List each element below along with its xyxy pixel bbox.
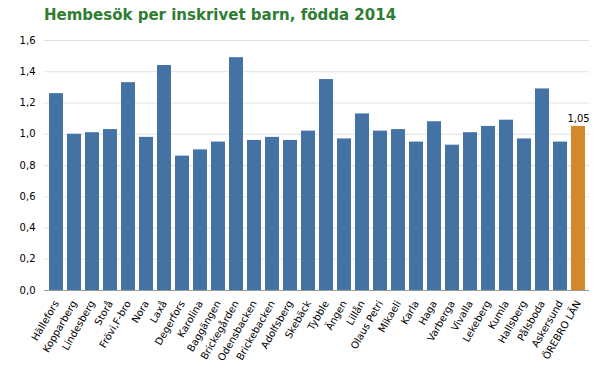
svg-text:Haga: Haga <box>416 298 439 327</box>
svg-text:Degerfors: Degerfors <box>152 298 187 347</box>
svg-text:Pålsboda: Pålsboda <box>515 298 547 343</box>
html-text:Hembesök per inskrivet barn, f: Hembesök per inskrivet barn, födda 2014 <box>44 6 397 24</box>
svg-text:Odensbacken: Odensbacken <box>215 298 259 363</box>
svg-text:Baggängen: Baggängen <box>185 298 223 354</box>
svg-text:Frövi,F-bro: Frövi,F-bro <box>97 299 133 350</box>
svg-text:Kopparberg: Kopparberg <box>40 298 79 355</box>
svg-text:Mikaeli: Mikaeli <box>376 299 403 335</box>
svg-text:ÖREBRO LÄN: ÖREBRO LÄN <box>540 298 583 361</box>
svg-text:1,4: 1,4 <box>20 66 36 77</box>
svg-text:Nora: Nora <box>130 299 151 325</box>
svg-text:1,05: 1,05 <box>567 113 589 124</box>
svg-text:1,0: 1,0 <box>20 128 36 139</box>
svg-text:0,4: 0,4 <box>20 222 36 233</box>
svg-text:Varberga: Varberga <box>424 298 457 344</box>
svg-text:Laxå: Laxå <box>147 298 169 325</box>
svg-text:1,2: 1,2 <box>20 97 36 108</box>
svg-text:Vivalla: Vivalla <box>448 298 475 333</box>
svg-text:Brickegården: Brickegården <box>198 298 241 362</box>
svg-text:Lekeberg: Lekeberg <box>460 298 493 344</box>
svg-text:Kumla: Kumla <box>486 298 511 331</box>
svg-text:Adolfsberg: Adolfsberg <box>258 298 295 351</box>
svg-text:Hällefors: Hällefors <box>29 298 61 343</box>
svg-text:0,2: 0,2 <box>20 253 36 264</box>
svg-text:Ängen: Ängen <box>323 298 349 332</box>
svg-text:0,0: 0,0 <box>20 285 36 296</box>
svg-text:Storå: Storå <box>92 298 115 328</box>
svg-text:Skebäck: Skebäck <box>282 298 313 341</box>
svg-text:Hallsberg: Hallsberg <box>495 298 529 345</box>
svg-text:0,6: 0,6 <box>20 191 36 202</box>
svg-text:Karolina: Karolina <box>175 298 205 340</box>
svg-text:Tybble: Tybble <box>305 298 331 332</box>
svg-text:Lillån: Lillån <box>344 298 367 327</box>
svg-text:0,8: 0,8 <box>20 160 36 171</box>
svg-text:Lindesberg: Lindesberg <box>60 299 97 352</box>
svg-text:Brickebacken: Brickebacken <box>234 298 277 362</box>
svg-text:1,6: 1,6 <box>20 35 36 46</box>
svg-text:Askersund: Askersund <box>529 298 565 350</box>
svg-text:Karla: Karla <box>398 298 421 327</box>
svg-text:Olaus Petri: Olaus Petri <box>348 298 385 351</box>
